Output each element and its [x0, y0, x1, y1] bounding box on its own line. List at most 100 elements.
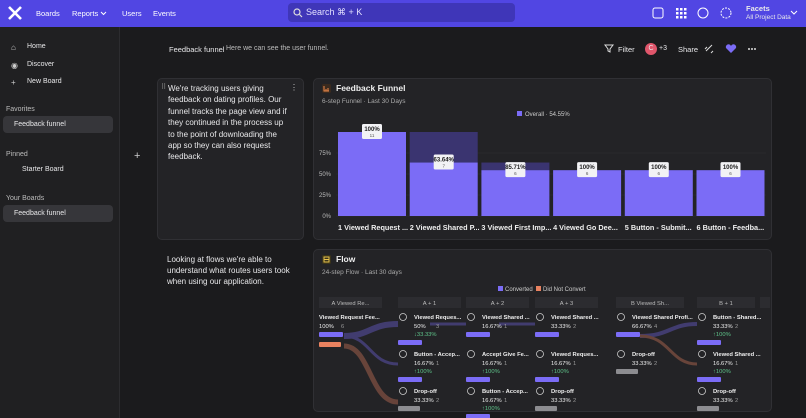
node-icon	[536, 350, 544, 358]
node-change: ↓33.33%	[414, 332, 437, 338]
node-percent: 66.67%	[632, 324, 652, 330]
member-count[interactable]: +3	[659, 45, 667, 52]
node-bar	[697, 406, 719, 411]
step-label: 100%	[364, 127, 380, 133]
y-tick-label: 25%	[319, 193, 332, 199]
node-count: 1	[504, 398, 507, 404]
sidebar-board[interactable]: Starter Board	[22, 166, 64, 173]
column-header	[398, 297, 461, 308]
project-title[interactable]: Facets	[746, 4, 770, 13]
step-label-box	[720, 162, 741, 178]
sidebar-item[interactable]: New Board	[27, 78, 62, 85]
x-tick-label: 3 Viewed First Imp...	[481, 223, 551, 232]
bar	[481, 170, 550, 216]
node-icon	[536, 387, 544, 395]
filter-button[interactable]: Filter	[618, 45, 635, 54]
sidebar-section: Favorites	[6, 106, 35, 113]
sidebar: ⌂ Home ◉ Discover + New Board Favorites Feedbac…	[0, 27, 120, 418]
node-count: 2	[436, 398, 439, 404]
node-count: 2	[654, 361, 657, 367]
x-tick-label: 5 Button - Submit...	[625, 223, 692, 232]
node-icon	[467, 387, 475, 395]
step-label-box	[362, 124, 382, 139]
node-bar	[398, 406, 420, 411]
node-percent: 16.67%	[414, 361, 434, 367]
chevron	[790, 10, 798, 15]
note-text: Looking at flows we're able to understan…	[167, 255, 290, 286]
legend-swatch	[498, 286, 503, 291]
search-box[interactable]: Search ⌘ + K	[288, 3, 515, 22]
nav-item[interactable]: Users	[122, 9, 142, 18]
node-count: 1	[735, 361, 738, 367]
node-name: Drop-off	[713, 389, 736, 395]
nav-item[interactable]: Events	[153, 9, 176, 18]
note-text: We're tracking users giving feedback on …	[168, 84, 287, 162]
sidebar-board[interactable]: Feedback funnel	[3, 116, 113, 133]
logo[interactable]	[8, 6, 22, 20]
node-bar	[535, 377, 559, 382]
column-header-label: A Viewed Re...	[332, 301, 370, 307]
sidebar-item[interactable]: Discover	[27, 60, 55, 68]
avatar[interactable]: C	[645, 43, 657, 55]
share-button[interactable]: Share	[678, 45, 699, 54]
node-percent: 16.67%	[551, 361, 571, 367]
header-icons	[704, 44, 756, 54]
step-label: 100%	[651, 165, 667, 171]
node-name: Viewed Request Fee...	[319, 315, 380, 321]
drag-handle[interactable]: ⠿	[161, 84, 167, 91]
sidebar-section: Pinned	[6, 151, 28, 158]
step-count: 6	[586, 171, 589, 176]
note-card: ⠿ ⋮ We're tracking users giving feedback…	[157, 78, 304, 240]
node-name: Viewed Shared ...	[482, 315, 530, 321]
chart-subtitle: 24-step Flow · Last 30 days	[322, 269, 403, 276]
sidebar-section: Your Boards	[6, 195, 45, 202]
column-header-label: B Viewed Sh...	[631, 301, 669, 307]
card-menu[interactable]: ⋮	[290, 83, 298, 92]
node-count: 2	[735, 398, 738, 404]
chart-title: Feedback Funnel	[336, 83, 405, 93]
node-bar	[535, 406, 557, 411]
project-subtitle: All Project Data	[746, 14, 791, 21]
y-tick-label: 0%	[322, 214, 331, 220]
column-header	[319, 297, 382, 308]
nav-icons	[652, 7, 732, 19]
node-name: Accept Give Fe...	[482, 352, 529, 358]
node-percent: 33.33%	[551, 398, 571, 404]
legend-label: Did Not Convert	[543, 287, 586, 293]
board-title: Feedback funnel	[169, 45, 225, 54]
node-percent: 16.67%	[482, 361, 502, 367]
column-header-label: B + 1	[719, 301, 733, 307]
node-count: 2	[573, 324, 576, 330]
step-label-box	[505, 162, 526, 178]
node-percent: 33.33%	[414, 398, 434, 404]
x-tick-label: 1 Viewed Request ...	[338, 223, 408, 232]
column-header	[535, 297, 598, 308]
bar	[338, 132, 406, 216]
add-row[interactable]: +	[134, 150, 141, 162]
node-name: Drop-off	[551, 389, 574, 395]
node-icon	[617, 350, 625, 358]
column-header	[616, 297, 684, 308]
y-tick-label: 50%	[319, 172, 332, 178]
sidebar-board[interactable]: Feedback funnel	[3, 205, 113, 222]
column-header	[760, 297, 770, 308]
flow-card	[313, 249, 772, 412]
nav-item[interactable]: Boards	[36, 9, 60, 18]
funnel-icon-glyph	[323, 86, 329, 92]
sidebar-item[interactable]: Home	[27, 43, 46, 50]
node-bar	[466, 332, 490, 337]
step-count: 6	[729, 171, 732, 176]
node-percent: 33.33%	[713, 324, 733, 330]
nav-item[interactable]: Reports	[72, 9, 99, 18]
column-header	[697, 297, 755, 308]
node-name: Viewed Shared ...	[551, 315, 599, 321]
chart-subtitle: 6-step Funnel · Last 30 Days	[322, 98, 406, 105]
node-percent: 33.33%	[551, 324, 571, 330]
filter-icon	[604, 44, 614, 53]
bar	[624, 170, 693, 216]
step-label-box	[433, 154, 454, 170]
node-bar	[616, 369, 638, 374]
search-text: Search ⌘ + K	[306, 7, 363, 17]
